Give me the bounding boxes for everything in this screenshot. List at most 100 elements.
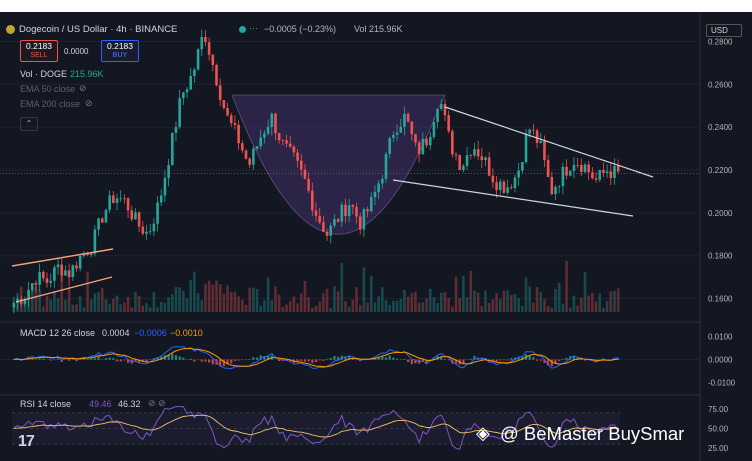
candle: [458, 154, 461, 171]
macd-histogram-bar: [550, 359, 553, 367]
volume-bar: [49, 299, 52, 312]
candle-body: [613, 166, 616, 178]
candle-body: [395, 132, 399, 135]
candle: [362, 207, 366, 237]
candle: [42, 270, 45, 282]
candle: [373, 185, 377, 205]
header-vol-label: Vol: [354, 24, 367, 34]
candle-body: [347, 205, 351, 217]
candle-body: [406, 113, 410, 122]
macd-histogram-bar: [454, 359, 458, 364]
candle-body: [288, 143, 292, 147]
channel-lower-line: [15, 276, 113, 303]
volume-bar: [528, 286, 532, 312]
candle: [196, 48, 200, 71]
candle-body: [517, 170, 520, 178]
macd-histogram-bar: [53, 359, 56, 361]
candle-body: [557, 186, 561, 187]
macd-histogram-bar: [447, 359, 450, 361]
candle: [428, 131, 432, 151]
volume-bar: [498, 298, 502, 312]
macd-histogram-bar: [171, 353, 174, 360]
macd-histogram-bar: [160, 356, 163, 360]
rounding-bottom-pattern: [231, 94, 446, 235]
buy-button[interactable]: 0.2183 BUY: [101, 40, 139, 62]
volume-bar: [495, 292, 498, 312]
volume-bar: [193, 271, 196, 312]
candle: [226, 102, 229, 117]
volume-bar: [336, 291, 340, 312]
candle: [115, 193, 119, 211]
rsi-label[interactable]: RSI 14 close: [20, 399, 72, 409]
volume-bar: [307, 297, 310, 312]
macd-histogram-bar: [565, 357, 568, 360]
wedge-lower-line: [392, 179, 634, 217]
macd-histogram-bar: [462, 359, 465, 364]
macd-label[interactable]: MACD 12 26 close: [20, 328, 96, 338]
candle: [340, 202, 344, 228]
collapse-legend-chevron-up-icon[interactable]: ⌃: [20, 117, 38, 131]
volume-bar: [288, 301, 292, 312]
candle: [156, 196, 159, 232]
volume-bar: [171, 294, 174, 312]
candle: [498, 178, 502, 195]
macd-histogram-bar: [193, 359, 196, 362]
volume-bar: [517, 298, 520, 312]
volume-bar: [270, 300, 274, 312]
volume-bar: [325, 288, 329, 312]
volume-bar: [513, 294, 517, 312]
candle-body: [296, 152, 299, 161]
macd-histogram-bar: [410, 359, 413, 365]
candle-body: [299, 160, 303, 170]
symbol-title[interactable]: Dogecoin / US Dollar · 4h · BINANCE: [19, 24, 178, 35]
candle: [222, 100, 226, 110]
vol-indicator-label[interactable]: Vol · DOGE: [20, 69, 68, 79]
ema200-label[interactable]: EMA 200 close: [20, 99, 81, 109]
ema50-label[interactable]: EMA 50 close: [20, 84, 76, 94]
candle: [104, 208, 108, 224]
candle-body: [535, 130, 539, 143]
candle: [602, 162, 605, 178]
macd-histogram-bar: [307, 359, 310, 362]
currency-select[interactable]: USD: [706, 24, 742, 37]
macd-histogram-bar: [174, 355, 178, 360]
volume-bar: [344, 301, 347, 312]
chart-canvas[interactable]: 0.2800 0.2600 0.2400 0.2200 0.2000 0.1800 0.16…: [0, 12, 752, 461]
buy-price: 0.2183: [107, 41, 133, 51]
candle-body: [609, 171, 613, 178]
ema200-eye-off-icon[interactable]: ⊘: [85, 98, 93, 108]
rsi-settings-icon[interactable]: ⊘ ⊘: [148, 398, 166, 408]
volume-bar: [491, 299, 495, 312]
candle: [406, 112, 410, 123]
candle: [587, 160, 590, 180]
candle: [229, 112, 233, 127]
candle-body: [119, 198, 122, 200]
volume-bar: [351, 299, 355, 312]
candle: [580, 158, 583, 176]
volume-bar: [318, 301, 321, 312]
candle-body: [591, 172, 594, 179]
candle-body: [480, 156, 484, 161]
volume-bar: [178, 287, 181, 312]
sell-button[interactable]: 0.2183 SELL: [20, 40, 58, 62]
candle-body: [432, 122, 436, 137]
ema50-eye-off-icon[interactable]: ⊘: [79, 83, 87, 93]
candle: [546, 154, 550, 178]
candle-body: [344, 204, 347, 217]
volume-bar: [299, 293, 303, 312]
share-icon[interactable]: ⋯: [249, 23, 258, 33]
macd-histogram-bar: [558, 359, 561, 362]
volume-bar: [296, 303, 299, 312]
macd-histogram-bar: [407, 359, 410, 362]
candle: [318, 207, 321, 224]
candle: [263, 130, 266, 144]
candle-body: [134, 212, 137, 220]
price-tick-label: 0.1800: [708, 252, 733, 261]
candle: [473, 142, 476, 158]
volume-bar: [381, 287, 384, 312]
macd-histogram-bar: [510, 358, 513, 360]
candle: [204, 30, 207, 47]
macd-histogram-bar: [432, 357, 436, 360]
candle-body: [229, 115, 233, 124]
macd-histogram-bar: [222, 359, 225, 367]
